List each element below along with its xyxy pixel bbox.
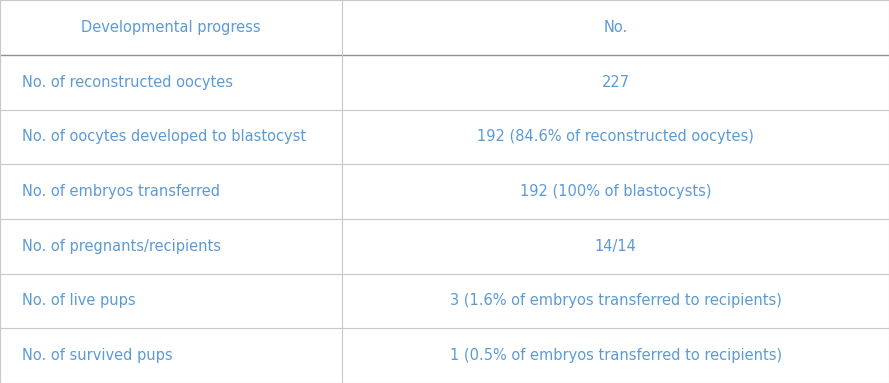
- Text: No. of survived pups: No. of survived pups: [22, 348, 172, 363]
- Text: No. of reconstructed oocytes: No. of reconstructed oocytes: [22, 75, 233, 90]
- Text: 14/14: 14/14: [595, 239, 637, 254]
- Text: No.: No.: [604, 20, 628, 35]
- Text: 1 (0.5% of embryos transferred to recipients): 1 (0.5% of embryos transferred to recipi…: [450, 348, 781, 363]
- Text: 227: 227: [602, 75, 629, 90]
- Text: No. of pregnants/recipients: No. of pregnants/recipients: [22, 239, 221, 254]
- Text: No. of embryos transferred: No. of embryos transferred: [22, 184, 220, 199]
- Text: 192 (84.6% of reconstructed oocytes): 192 (84.6% of reconstructed oocytes): [477, 129, 754, 144]
- Text: No. of oocytes developed to blastocyst: No. of oocytes developed to blastocyst: [22, 129, 307, 144]
- Text: Developmental progress: Developmental progress: [81, 20, 261, 35]
- Text: 192 (100% of blastocysts): 192 (100% of blastocysts): [520, 184, 711, 199]
- Text: No. of live pups: No. of live pups: [22, 293, 136, 308]
- Text: 3 (1.6% of embryos transferred to recipients): 3 (1.6% of embryos transferred to recipi…: [450, 293, 781, 308]
